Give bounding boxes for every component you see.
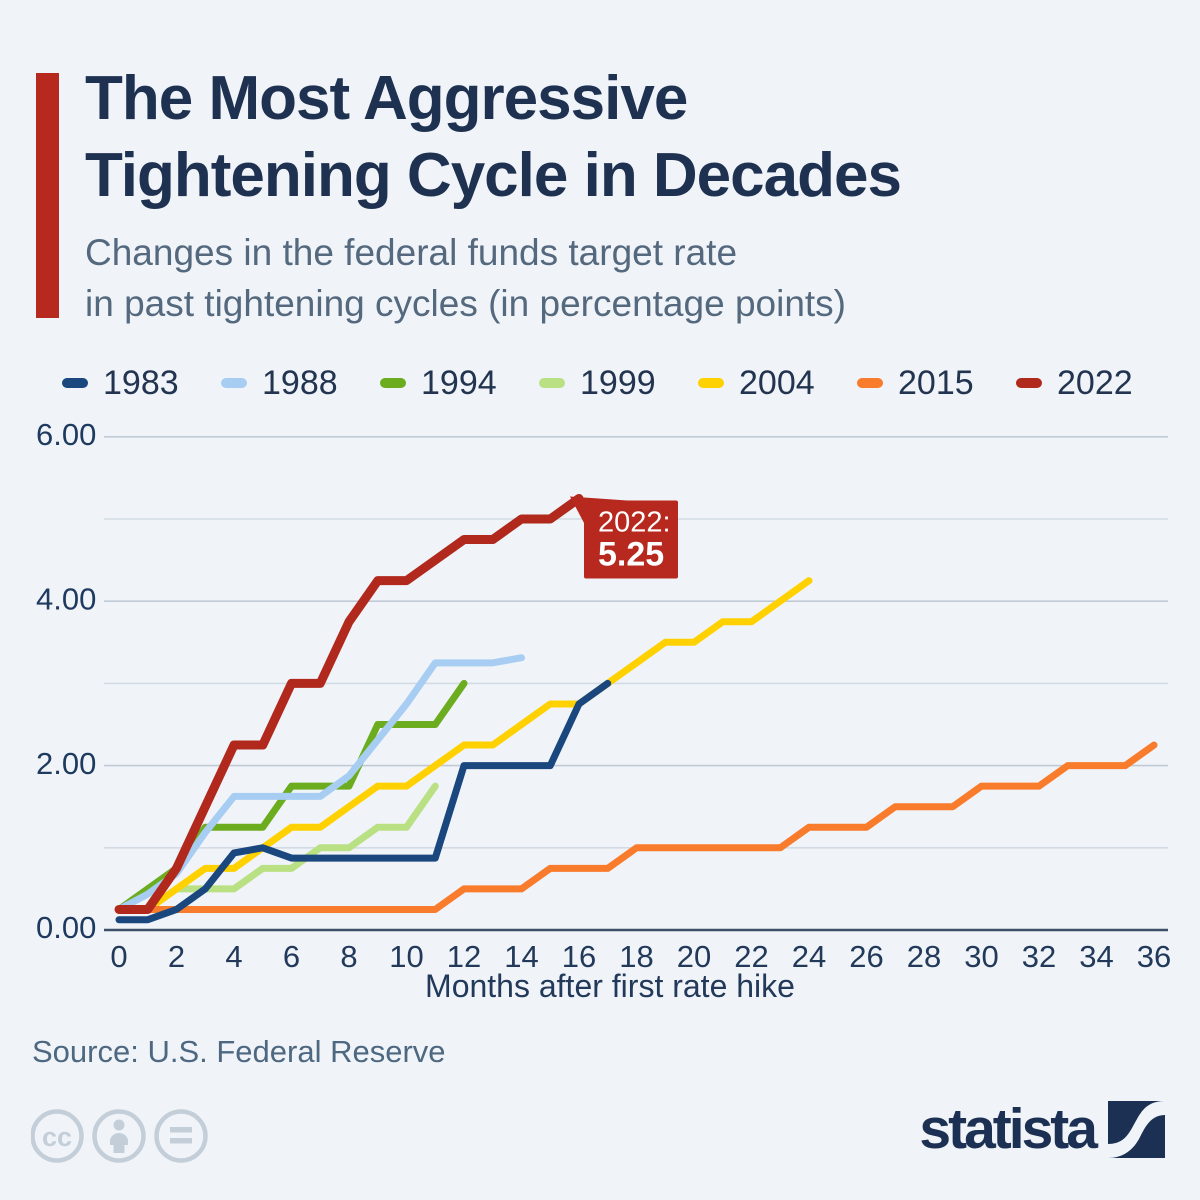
y-axis-tick-label: 6.00 — [36, 417, 96, 452]
x-axis-tick-label: 34 — [1079, 939, 1113, 974]
title-accent-bar — [36, 73, 59, 318]
page-subtitle-line2: in past tightening cycles (in percentage… — [85, 283, 846, 324]
legend-label: 1988 — [262, 363, 338, 402]
legend-item-1983: 1983 — [62, 364, 221, 403]
legend-item-1999: 1999 — [539, 364, 698, 403]
legend-swatch-icon — [539, 378, 565, 388]
legend-item-2015: 2015 — [857, 364, 1016, 403]
legend-label: 2022 — [1057, 363, 1133, 402]
legend-label: 2015 — [898, 363, 974, 402]
x-axis-tick-label: 10 — [389, 939, 423, 974]
x-axis-tick-label: 0 — [110, 939, 127, 974]
legend-swatch-icon — [221, 378, 247, 388]
legend-label: 2004 — [739, 363, 815, 402]
page-title: The Most Aggressive Tightening Cycle in … — [85, 60, 1165, 214]
x-axis-tick-label: 6 — [283, 939, 300, 974]
cc-icon: cc — [31, 1109, 84, 1163]
attribution-person-icon — [92, 1109, 146, 1163]
page-title-line1: The Most Aggressive — [85, 64, 688, 133]
x-axis-tick-label: 28 — [907, 939, 941, 974]
x-axis-tick-label: 18 — [619, 939, 653, 974]
legend-item-1988: 1988 — [221, 364, 380, 403]
x-axis-tick-label: 16 — [562, 939, 596, 974]
legend-swatch-icon — [857, 378, 883, 388]
page-subtitle: Changes in the federal funds target rate… — [85, 227, 1165, 329]
y-axis-tick-label: 0.00 — [36, 910, 96, 945]
license-icons: cc — [31, 1109, 208, 1163]
legend-swatch-icon — [62, 378, 88, 388]
legend-label: 1994 — [421, 363, 497, 402]
legend-item-1994: 1994 — [380, 364, 539, 403]
x-axis-tick-label: 26 — [849, 939, 883, 974]
legend-swatch-icon — [698, 378, 724, 388]
annotation-box — [584, 500, 678, 579]
legend-label: 1983 — [103, 363, 179, 402]
x-axis-tick-label: 14 — [504, 939, 538, 974]
legend-swatch-icon — [1016, 378, 1042, 388]
series-line-1988 — [115, 654, 525, 913]
legend-swatch-icon — [380, 378, 406, 388]
page-subtitle-line1: Changes in the federal funds target rate — [85, 232, 738, 273]
svg-text:cc: cc — [42, 1122, 72, 1152]
legend-label: 1999 — [580, 363, 656, 402]
legend-item-2004: 2004 — [698, 364, 857, 403]
series-line-2022 — [114, 493, 584, 914]
statista-logo-mark-icon — [1108, 1100, 1165, 1158]
annotation-value: 5.25 — [598, 535, 664, 573]
x-axis-tick-label: 22 — [734, 939, 768, 974]
x-axis-tick-label: 4 — [225, 939, 242, 974]
legend-item-2022: 2022 — [1016, 364, 1175, 403]
chart-legend: 1983 1988 1994 1999 2004 2015 2022 — [62, 362, 1175, 404]
source-note: Source: U.S. Federal Reserve — [32, 1034, 446, 1069]
statista-logo: statista — [919, 1097, 1165, 1161]
y-axis-tick-label: 4.00 — [36, 581, 96, 616]
x-axis-tick-label: 24 — [792, 939, 826, 974]
series-line-1983 — [115, 679, 612, 924]
y-axis-tick-label: 2.00 — [36, 746, 96, 781]
x-axis-title: Months after first rate hike — [425, 968, 795, 1004]
annotation-label: 2022: — [598, 506, 671, 538]
x-axis-tick-label: 36 — [1137, 939, 1171, 974]
series-line-2004 — [115, 577, 813, 913]
x-axis-tick-label: 20 — [677, 939, 711, 974]
x-axis-tick-label: 12 — [447, 939, 481, 974]
page-title-line2: Tightening Cycle in Decades — [85, 141, 902, 210]
x-axis-tick-label: 8 — [340, 939, 357, 974]
x-axis-tick-label: 30 — [964, 939, 998, 974]
statista-wordmark: statista — [919, 1097, 1098, 1161]
x-axis-tick-label: 2 — [168, 939, 185, 974]
equals-icon — [154, 1109, 208, 1163]
x-axis-tick-label: 32 — [1022, 939, 1056, 974]
series-line-2015 — [115, 741, 1158, 913]
